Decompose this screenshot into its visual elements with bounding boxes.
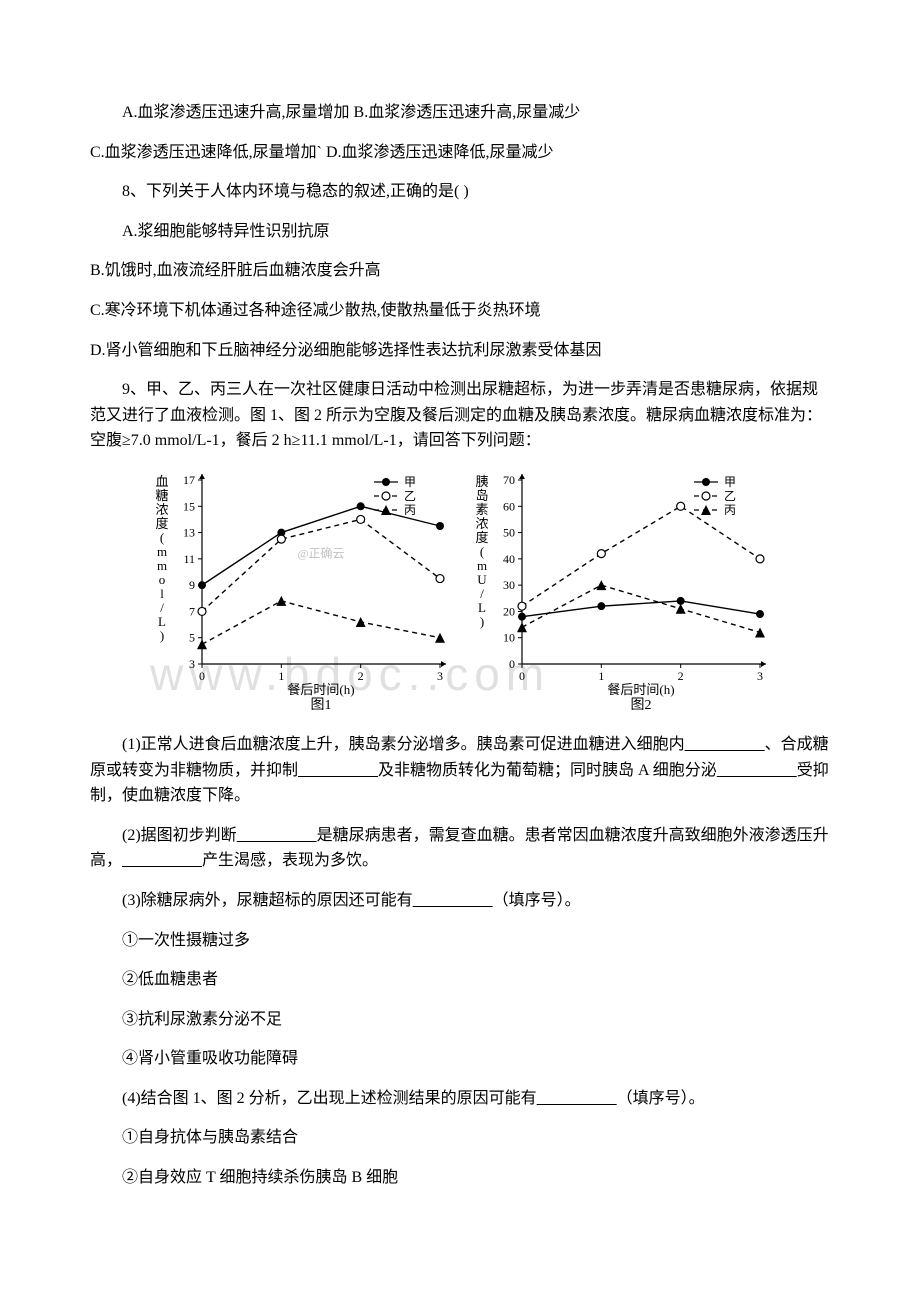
svg-text:/: / xyxy=(160,600,164,615)
svg-text:9: 9 xyxy=(189,578,195,592)
svg-text:餐后时间(h): 餐后时间(h) xyxy=(287,682,354,697)
svg-text:70: 70 xyxy=(503,473,515,487)
q9-4-b: （填序号）。 xyxy=(617,1090,705,1107)
svg-text:20: 20 xyxy=(503,604,515,618)
svg-text:丙: 丙 xyxy=(404,503,416,517)
q9-3-a: (3)除糖尿病外，尿糖超标的原因还可能有 xyxy=(122,892,413,909)
svg-text:m: m xyxy=(157,544,167,559)
svg-text:素: 素 xyxy=(475,502,488,517)
para-q8-b: B.饥饿时,血液流经肝脏后血糖浓度会升高 xyxy=(90,258,830,284)
svg-text:乙: 乙 xyxy=(724,489,736,503)
para-q7-c: C.血浆渗透压迅速降低,尿量增加` D.血浆渗透压迅速降低,尿量减少 xyxy=(90,140,830,166)
svg-text:糖: 糖 xyxy=(155,488,168,503)
svg-text:l: l xyxy=(160,586,164,601)
svg-text:): ) xyxy=(480,614,484,629)
q9-1-a: (1)正常人进食后血糖浓度上升，胰岛素分泌增多。胰岛素可促进血糖进入细胞内 xyxy=(122,736,685,753)
para-q8: 8、下列关于人体内环境与稳态的叙述,正确的是( ) xyxy=(90,179,830,205)
q9-2-c: 产生渴感，表现为多饮。 xyxy=(202,852,378,869)
svg-text:L: L xyxy=(158,614,166,629)
svg-text:11: 11 xyxy=(183,552,195,566)
blank4 xyxy=(237,827,317,844)
svg-text:2: 2 xyxy=(678,669,684,683)
para-q9-3: (3)除糖尿病外，尿糖超标的原因还可能有 （填序号）。 xyxy=(90,888,830,914)
para-q8-d: D.肾小管细胞和下丘脑神经分泌细胞能够选择性表达抗利尿激素受体基因 xyxy=(90,338,830,364)
svg-text:@正确云: @正确云 xyxy=(297,546,344,560)
svg-text:(: ( xyxy=(480,544,484,559)
svg-text:浓: 浓 xyxy=(155,502,168,517)
opt-1: ①一次性摄糖过多 xyxy=(90,928,830,954)
svg-text:2: 2 xyxy=(358,669,364,683)
svg-text:浓: 浓 xyxy=(475,516,488,531)
svg-text:40: 40 xyxy=(503,552,515,566)
svg-text:图2: 图2 xyxy=(631,698,652,710)
opt-4: ④肾小管重吸收功能障碍 xyxy=(90,1046,830,1072)
svg-text:1: 1 xyxy=(278,669,284,683)
svg-text:胰: 胰 xyxy=(475,474,488,489)
svg-text:丙: 丙 xyxy=(724,503,736,517)
svg-text:3: 3 xyxy=(437,669,443,683)
para-q9-1: (1)正常人进食后血糖浓度上升，胰岛素分泌增多。胰岛素可促进血糖进入细胞内 、合… xyxy=(90,732,830,809)
svg-text:1: 1 xyxy=(598,669,604,683)
q9-3-b: （填序号）。 xyxy=(493,892,581,909)
svg-text:血: 血 xyxy=(155,474,168,489)
svg-text:度: 度 xyxy=(475,530,488,545)
para-q8-a: A.浆细胞能够特异性识别抗原 xyxy=(90,219,830,245)
opt-2: ②低血糖患者 xyxy=(90,967,830,993)
blank5 xyxy=(122,852,202,869)
opt-3: ③抗利尿激素分泌不足 xyxy=(90,1007,830,1033)
svg-text:7: 7 xyxy=(189,604,195,618)
svg-text:50: 50 xyxy=(503,526,515,540)
para-q9-2: (2)据图初步判断 是糖尿病患者，需复查血糖。患者常因血糖浓度升高致细胞外液渗透… xyxy=(90,823,830,874)
opt4-2: ②自身效应 T 细胞持续杀伤胰岛 B 细胞 xyxy=(90,1165,830,1191)
svg-text:13: 13 xyxy=(183,526,195,540)
svg-text:17: 17 xyxy=(183,473,195,487)
svg-text:0: 0 xyxy=(199,669,205,683)
svg-text:0: 0 xyxy=(519,669,525,683)
svg-text:30: 30 xyxy=(503,578,515,592)
para-q9: 9、甲、乙、丙三人在一次社区健康日活动中检测出尿糖超标，为进一步弄清是否患糖尿病… xyxy=(90,377,830,454)
svg-text:(: ( xyxy=(160,530,164,545)
svg-text:3: 3 xyxy=(757,669,763,683)
svg-text:L: L xyxy=(478,600,486,615)
svg-text:U: U xyxy=(477,572,487,587)
svg-text:餐后时间(h): 餐后时间(h) xyxy=(607,682,674,697)
svg-text:m: m xyxy=(477,558,487,573)
svg-text:o: o xyxy=(159,572,166,587)
svg-text:0: 0 xyxy=(509,657,515,671)
svg-text:): ) xyxy=(160,628,164,643)
svg-text:甲: 甲 xyxy=(404,475,416,489)
svg-text:/: / xyxy=(480,586,484,601)
blank6 xyxy=(413,892,493,909)
para-q7-a: A.血浆渗透压迅速升高,尿量增加 B.血浆渗透压迅速升高,尿量减少 xyxy=(90,100,830,126)
svg-text:10: 10 xyxy=(503,631,515,645)
svg-text:甲: 甲 xyxy=(724,475,736,489)
svg-text:15: 15 xyxy=(183,499,195,513)
svg-text:m: m xyxy=(157,558,167,573)
svg-text:度: 度 xyxy=(155,516,168,531)
q9-2-a: (2)据图初步判断 xyxy=(122,827,237,844)
chart2-svg: 0 10 20 30 40 50 60 70 0 1 2 3 餐后时间(h) 胰岛素浓度(mU/L) 甲乙丙… xyxy=(470,470,770,710)
blank2 xyxy=(298,762,378,779)
q9-4-a: (4)结合图 1、图 2 分析，乙出现上述检测结果的原因可能有 xyxy=(122,1090,537,1107)
svg-text:乙: 乙 xyxy=(404,489,416,503)
para-q9-4: (4)结合图 1、图 2 分析，乙出现上述检测结果的原因可能有 （填序号）。 xyxy=(90,1086,830,1112)
chart1-svg: 3579111315170123餐后时间(h)血糖浓度(mmol/L)@正确云甲… xyxy=(150,470,450,710)
svg-text:60: 60 xyxy=(503,499,515,513)
blank3 xyxy=(717,762,797,779)
svg-text:5: 5 xyxy=(189,631,195,645)
chart-container: 3579111315170123餐后时间(h)血糖浓度(mmol/L)@正确云甲… xyxy=(90,470,830,710)
blank7 xyxy=(537,1090,617,1107)
svg-text:图1: 图1 xyxy=(311,698,332,710)
svg-text:岛: 岛 xyxy=(475,488,488,503)
para-q8-c: C.寒冷环境下机体通过各种途径减少散热,使散热量低于炎热环境 xyxy=(90,298,830,324)
svg-text:3: 3 xyxy=(189,657,195,671)
q9-1-c: 及非糖物质转化为葡萄糖；同时胰岛 A 细胞分泌 xyxy=(378,762,717,779)
blank1 xyxy=(685,736,765,753)
opt4-1: ①自身抗体与胰岛素结合 xyxy=(90,1125,830,1151)
